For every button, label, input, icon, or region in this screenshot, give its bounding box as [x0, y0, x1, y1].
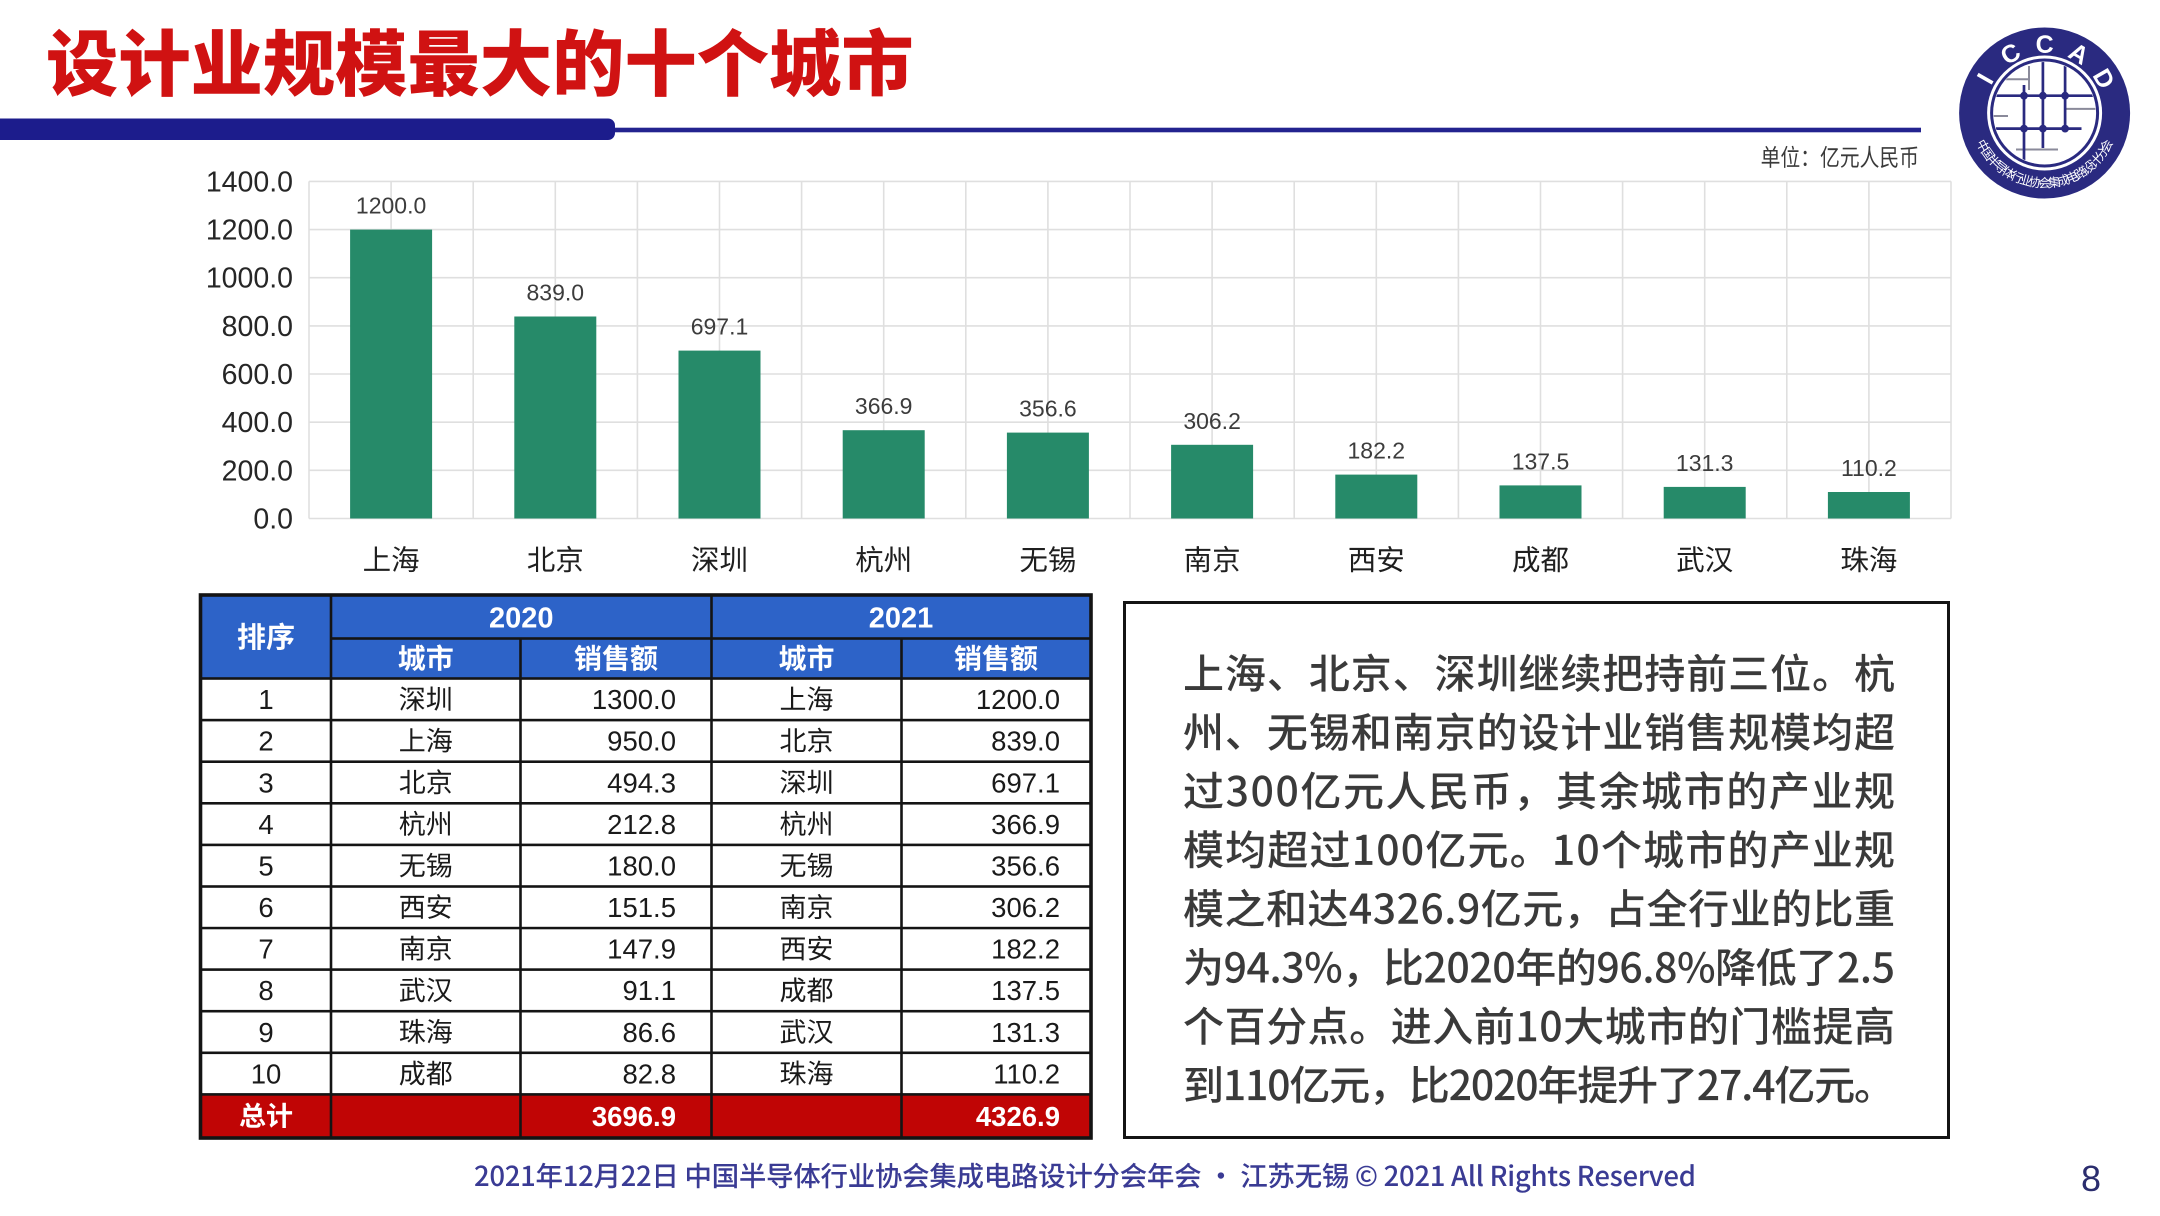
svg-text:180.0: 180.0: [607, 851, 676, 882]
svg-text:200.0: 200.0: [222, 455, 293, 487]
svg-text:2020: 2020: [489, 602, 554, 634]
svg-text:8: 8: [258, 975, 273, 1006]
svg-text:86.6: 86.6: [622, 1017, 676, 1048]
svg-text:1200.0: 1200.0: [976, 684, 1060, 715]
svg-text:8: 8: [2081, 1158, 2101, 1199]
svg-text:110.2: 110.2: [1841, 455, 1897, 481]
svg-text:182.2: 182.2: [991, 934, 1060, 965]
svg-text:5: 5: [258, 851, 273, 882]
svg-text:182.2: 182.2: [1348, 438, 1406, 464]
svg-text:494.3: 494.3: [607, 767, 676, 798]
svg-text:151.5: 151.5: [607, 892, 676, 923]
svg-text:147.9: 147.9: [607, 934, 676, 965]
svg-text:131.3: 131.3: [1676, 450, 1734, 476]
svg-text:2021: 2021: [869, 602, 934, 634]
svg-text:C: C: [2036, 31, 2054, 59]
svg-text:839.0: 839.0: [991, 726, 1060, 757]
svg-text:2: 2: [258, 726, 273, 757]
svg-text:306.2: 306.2: [991, 892, 1060, 923]
svg-text:91.1: 91.1: [622, 975, 676, 1006]
svg-text:950.0: 950.0: [607, 726, 676, 757]
svg-text:6: 6: [258, 892, 273, 923]
svg-text:10: 10: [251, 1058, 282, 1089]
svg-text:1000.0: 1000.0: [206, 263, 293, 295]
svg-text:366.9: 366.9: [991, 809, 1060, 840]
svg-text:212.8: 212.8: [607, 809, 676, 840]
svg-text:306.2: 306.2: [1183, 408, 1241, 434]
svg-text:3: 3: [258, 767, 273, 798]
svg-text:137.5: 137.5: [1512, 448, 1570, 474]
svg-text:82.8: 82.8: [622, 1058, 676, 1089]
svg-text:366.9: 366.9: [855, 393, 913, 419]
svg-text:1300.0: 1300.0: [592, 684, 676, 715]
svg-text:839.0: 839.0: [527, 280, 585, 306]
svg-text:1200.0: 1200.0: [356, 193, 426, 219]
svg-text:3696.9: 3696.9: [592, 1101, 676, 1132]
svg-text:1200.0: 1200.0: [206, 215, 293, 247]
svg-text:800.0: 800.0: [222, 311, 293, 343]
svg-text:697.1: 697.1: [691, 314, 749, 340]
svg-text:1: 1: [258, 684, 273, 715]
svg-text:1400.0: 1400.0: [206, 166, 293, 198]
svg-text:0.0: 0.0: [253, 504, 293, 536]
svg-text:4326.9: 4326.9: [976, 1101, 1060, 1132]
svg-text:7: 7: [258, 934, 273, 965]
svg-text:110.2: 110.2: [993, 1058, 1060, 1089]
svg-text:697.1: 697.1: [991, 767, 1060, 798]
svg-text:137.5: 137.5: [991, 975, 1060, 1006]
svg-text:400.0: 400.0: [222, 407, 293, 439]
svg-text:4: 4: [258, 809, 273, 840]
svg-text:9: 9: [258, 1017, 273, 1048]
svg-text:600.0: 600.0: [222, 359, 293, 391]
svg-text:356.6: 356.6: [991, 851, 1060, 882]
svg-text:131.3: 131.3: [991, 1017, 1060, 1048]
svg-text:356.6: 356.6: [1019, 396, 1077, 422]
